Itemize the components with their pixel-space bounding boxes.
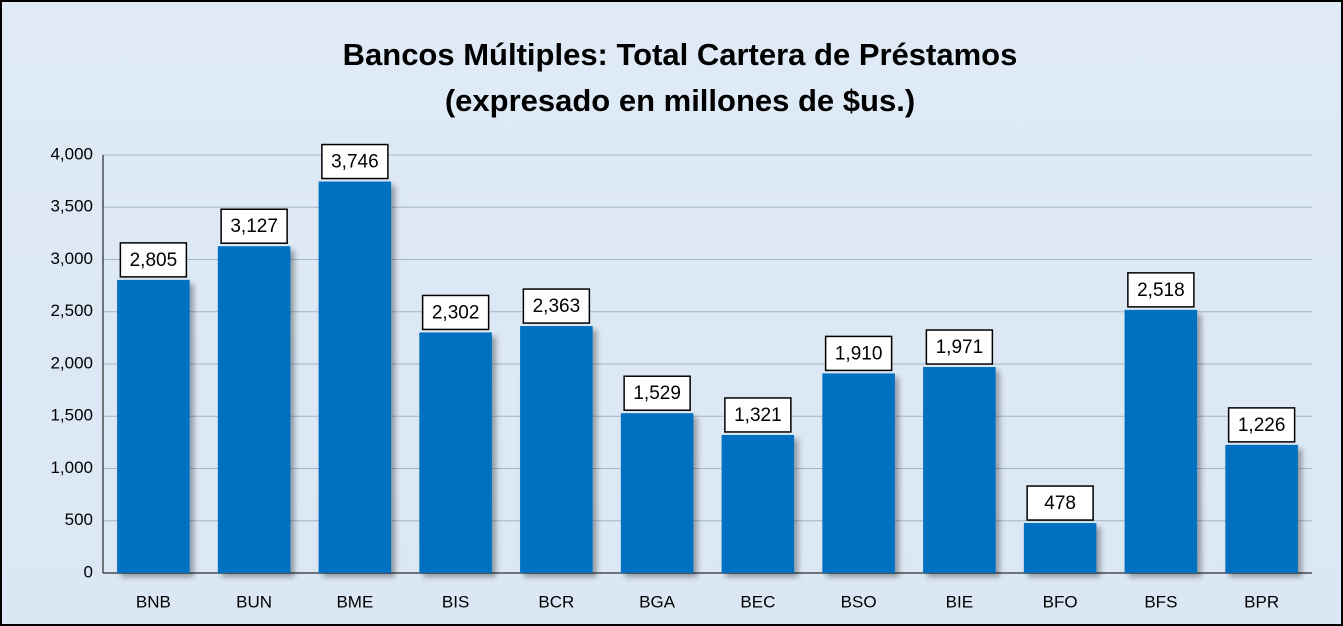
- value-label: 3,127: [230, 216, 278, 237]
- bar: [1124, 309, 1198, 573]
- value-label-box: [321, 143, 389, 180]
- x-tick-label: BPR: [1244, 592, 1279, 611]
- bar: [520, 326, 593, 573]
- value-label: 1,226: [1238, 415, 1286, 436]
- value-label: 2,518: [1137, 280, 1185, 301]
- chart-subtitle: (expresado en millones de $us.): [445, 83, 915, 118]
- bar: [1023, 523, 1097, 573]
- value-label: 2,363: [533, 296, 581, 317]
- y-tick-label: 2,500: [50, 301, 93, 320]
- y-tick-label: 3,000: [50, 249, 93, 268]
- value-label: 1,910: [835, 343, 883, 364]
- value-label: 1,529: [633, 383, 681, 404]
- x-tick-label: BIS: [442, 592, 469, 611]
- bar: [721, 434, 795, 573]
- bar: [318, 181, 392, 573]
- value-label-box: [119, 242, 188, 278]
- x-tick-label: BFO: [1043, 592, 1078, 611]
- x-tick-label: BGA: [639, 592, 676, 611]
- value-label: 2,805: [130, 250, 178, 271]
- chart-title: Bancos Múltiples: Total Cartera de Prést…: [343, 37, 1018, 72]
- x-tick-label: BFS: [1144, 592, 1177, 611]
- value-label: 3,746: [331, 152, 379, 173]
- value-label-box: [1227, 407, 1296, 443]
- value-label: 1,321: [734, 405, 782, 426]
- bar: [1225, 444, 1298, 573]
- bar: [620, 413, 694, 573]
- value-label: 2,302: [432, 302, 480, 323]
- x-tick-label: BME: [336, 592, 373, 611]
- x-tick-label: BIE: [946, 592, 973, 611]
- y-tick-label: 4,000: [50, 144, 93, 163]
- value-label-box: [421, 294, 490, 331]
- value-label: 478: [1044, 493, 1076, 514]
- y-tick-label: 0: [84, 562, 93, 581]
- x-tick-label: BSO: [841, 592, 877, 611]
- value-label-box: [1127, 272, 1195, 308]
- x-tick-label: BCR: [538, 592, 574, 611]
- y-tick-label: 1,000: [50, 458, 93, 477]
- bar: [822, 373, 895, 573]
- x-tick-label: BEC: [740, 592, 775, 611]
- value-label-box: [925, 329, 994, 365]
- y-tick-label: 3,500: [50, 197, 93, 216]
- value-label-box: [1026, 485, 1094, 521]
- bar: [117, 279, 190, 573]
- value-label: 1,971: [936, 337, 984, 358]
- x-tick-label: BUN: [236, 592, 272, 611]
- value-label-box: [220, 208, 288, 244]
- y-tick-label: 2,000: [50, 353, 93, 372]
- y-tick-label: 500: [65, 510, 93, 529]
- value-label-box: [522, 288, 591, 324]
- value-label-box: [824, 335, 893, 372]
- bar: [419, 332, 492, 573]
- y-tick-label: 1,500: [50, 406, 93, 425]
- x-tick-label: BNB: [136, 592, 171, 611]
- value-label-box: [724, 397, 792, 433]
- bar: [923, 367, 996, 573]
- bar: [217, 246, 291, 573]
- value-label-box: [623, 375, 691, 411]
